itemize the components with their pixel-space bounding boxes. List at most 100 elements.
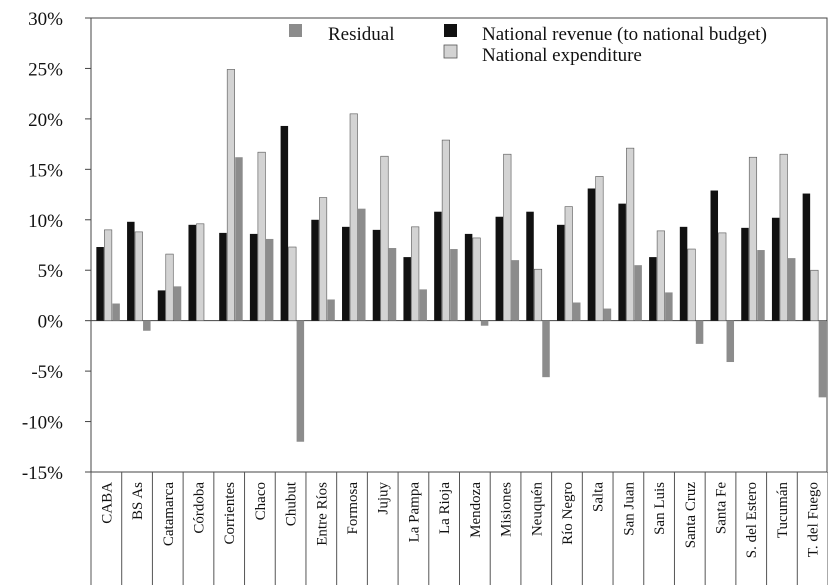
y-tick-label: 20% — [28, 110, 63, 131]
category-label: CABA — [99, 482, 115, 524]
bar-revenue — [587, 188, 596, 321]
category-label: Corrientes — [222, 482, 238, 545]
category-label: Córdoba — [191, 482, 207, 534]
bar-expenditure — [380, 155, 389, 321]
bar-residual — [757, 250, 765, 321]
bar-expenditure — [810, 269, 819, 321]
bar-revenue — [127, 221, 135, 321]
y-tick-label: -10% — [22, 413, 63, 434]
bar-residual — [327, 299, 335, 321]
category-label: Mendoza — [468, 482, 484, 538]
bar-residual — [112, 303, 120, 321]
bar-residual — [419, 289, 427, 321]
bar-revenue — [526, 211, 534, 321]
category-label: Entre Ríos — [314, 482, 330, 546]
bar-expenditure — [595, 176, 604, 321]
bar-revenue — [280, 125, 289, 321]
bar-revenue — [771, 217, 780, 321]
bar-residual — [235, 157, 243, 321]
category-label: Tucumán — [775, 482, 791, 539]
bar-residual — [296, 320, 305, 442]
category-label: La Rioja — [437, 482, 453, 534]
bar-residual — [450, 249, 458, 321]
category-label: Formosa — [345, 482, 361, 535]
bar-residual — [173, 286, 182, 321]
bar-expenditure — [626, 147, 635, 321]
bar-expenditure — [656, 230, 665, 321]
bar-residual — [143, 320, 151, 331]
bar-residual — [665, 292, 673, 321]
legend-swatch — [443, 44, 458, 59]
category-label: Chaco — [253, 482, 269, 520]
bar-residual — [695, 320, 704, 344]
bar-revenue — [249, 233, 258, 321]
category-label: Santa Cruz — [683, 482, 699, 549]
bar-expenditure — [288, 246, 297, 321]
bar-residual — [480, 320, 489, 326]
bars — [96, 69, 827, 442]
bar-expenditure — [196, 223, 205, 321]
bar-revenue — [311, 219, 319, 321]
category-label: Jujuy — [376, 482, 392, 515]
bar-expenditure — [165, 253, 174, 321]
bar-revenue — [710, 190, 719, 321]
bar-residual — [358, 208, 366, 321]
bar-revenue — [342, 226, 350, 321]
category-label: BS As — [130, 482, 146, 520]
category-label: Santa Fe — [714, 482, 730, 534]
bar-expenditure — [687, 248, 696, 321]
bar-revenue — [219, 232, 227, 321]
bar-expenditure — [349, 113, 358, 321]
category-label: Río Negro — [560, 482, 576, 545]
y-tick-label: -5% — [31, 362, 63, 383]
bar-expenditure — [748, 156, 758, 321]
bar-residual — [603, 308, 612, 321]
bar-revenue — [188, 224, 196, 321]
category-label: S. del Estero — [744, 482, 760, 558]
x-axis: CABA BS As Catamarca Córdoba Corrientes Chaco… — [90, 472, 828, 585]
bar-expenditure — [441, 139, 450, 321]
bar-residual — [572, 302, 581, 321]
category-label: Chubut — [284, 481, 300, 526]
bar-expenditure — [718, 232, 727, 321]
legend-label: Residual — [328, 24, 395, 45]
bar-residual — [265, 238, 274, 321]
legend-label: National expenditure — [482, 45, 642, 66]
y-tick-label: -15% — [22, 463, 63, 484]
bar-revenue — [802, 193, 811, 321]
bar-residual — [511, 260, 520, 321]
y-tick-label: 5% — [38, 261, 64, 282]
bar-revenue — [556, 224, 565, 321]
bar-revenue — [679, 226, 688, 321]
bar-expenditure — [257, 151, 266, 321]
bar-residual — [388, 248, 397, 321]
bar-revenue — [96, 247, 104, 321]
legend: Residual National revenue (to national bu… — [289, 24, 767, 66]
bar-expenditure — [779, 153, 788, 321]
y-tick-label: 15% — [28, 160, 63, 181]
bar-residual — [634, 265, 642, 321]
bar-revenue — [372, 229, 381, 321]
bar-residual — [787, 258, 796, 321]
category-label: San Juan — [621, 482, 637, 536]
bar-revenue — [618, 203, 626, 321]
bar-expenditure — [104, 229, 113, 321]
bar-expenditure — [411, 226, 420, 321]
legend-swatch — [289, 24, 302, 37]
bar-expenditure — [319, 197, 328, 321]
bar-residual — [818, 320, 827, 398]
bar-expenditure — [134, 231, 143, 321]
category-label: Misiones — [499, 482, 515, 537]
bar-revenue — [741, 227, 749, 321]
category-label: San Luis — [652, 482, 668, 535]
category-label: Neuquén — [529, 482, 545, 537]
bar-expenditure — [503, 153, 512, 321]
y-tick-label: 25% — [28, 59, 63, 80]
bar-revenue — [403, 257, 411, 321]
bar-residual — [726, 320, 735, 363]
bar-revenue — [495, 216, 504, 321]
bar-expenditure — [226, 69, 235, 321]
bar-revenue — [464, 233, 473, 321]
category-label: Salta — [591, 482, 607, 512]
